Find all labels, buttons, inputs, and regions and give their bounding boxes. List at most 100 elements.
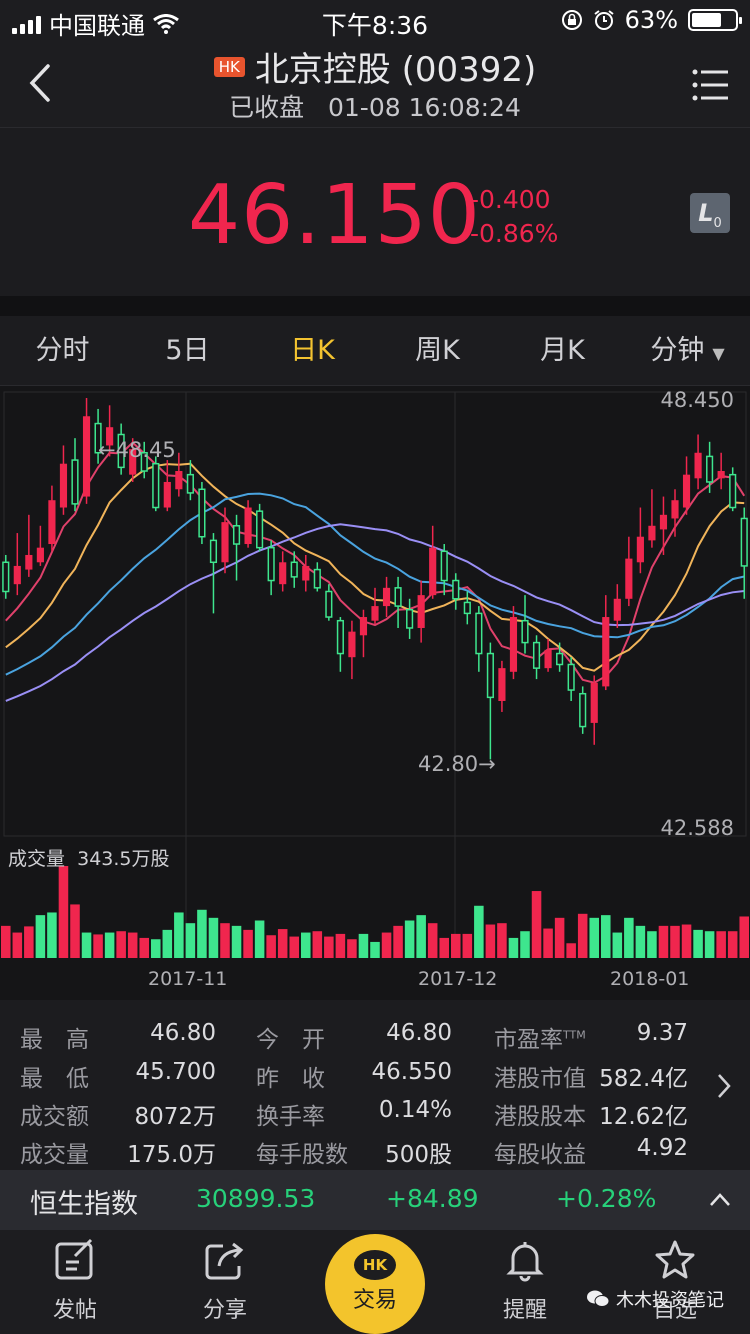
back-icon[interactable] xyxy=(22,58,62,108)
volume-bar xyxy=(266,935,276,958)
watchlist-button[interactable]: 自选 xyxy=(620,1238,730,1324)
battery-icon xyxy=(688,9,742,31)
tab-intraday[interactable]: 分时 xyxy=(0,316,125,385)
stat-lotsize-label: 每手股数 xyxy=(256,1142,348,1168)
volume-bar xyxy=(208,917,219,958)
candle-body xyxy=(106,427,114,446)
volume-bar xyxy=(543,928,553,958)
volume-bar xyxy=(566,943,576,958)
level-badge[interactable]: L0 xyxy=(690,193,730,233)
section-divider xyxy=(0,296,750,316)
tab-daily-k[interactable]: 日K xyxy=(250,316,375,385)
volume-bar xyxy=(347,939,357,958)
volume-bar xyxy=(381,932,392,958)
volume-bar xyxy=(404,920,415,958)
candle-body xyxy=(94,422,102,454)
stat-eps-value: 4.92 xyxy=(636,1135,688,1161)
candle-body xyxy=(544,649,552,669)
volume-bar xyxy=(335,933,346,958)
volume-bar xyxy=(693,929,703,958)
volume-bar xyxy=(624,917,634,958)
watermark: 木木投资笔记 xyxy=(586,1286,724,1312)
battery-percent: 63% xyxy=(624,6,678,34)
volume-bar xyxy=(393,925,403,958)
candle-body xyxy=(498,668,506,702)
candle-body xyxy=(36,547,44,563)
market-status: 已收盘 01-08 16:08:24 xyxy=(0,88,750,124)
volume-bar xyxy=(324,936,334,958)
kline-chart[interactable]: 48.450 42.588 ←48.45 42.80→ 成交量 343.5万股 … xyxy=(0,386,750,1000)
candle-body xyxy=(579,692,587,728)
volume-bar xyxy=(12,932,23,958)
volume-bar xyxy=(24,926,34,958)
tab-weekly-k[interactable]: 周K xyxy=(375,316,500,385)
candle-body xyxy=(521,619,529,644)
index-value: 30899.53 xyxy=(196,1184,316,1213)
volume-bar xyxy=(577,913,588,958)
volume-legend: 成交量 343.5万股 xyxy=(8,844,170,871)
trade-button[interactable]: HK 交易 xyxy=(325,1234,425,1334)
stat-mktcap-label: 港股市值 xyxy=(494,1066,586,1092)
chevron-right-icon[interactable] xyxy=(716,1072,732,1100)
tab-label: 月K xyxy=(540,335,585,366)
volume-bar xyxy=(70,904,80,958)
volume-bar xyxy=(35,915,46,958)
alert-button[interactable]: 提醒 xyxy=(470,1238,580,1324)
stats-panel[interactable]: 最 高 46.80 今 开 46.80 市盈率TTM 9.37 最 低 45.7… xyxy=(0,1000,750,1170)
volume-bar xyxy=(427,923,438,958)
tab-label: 日K xyxy=(290,335,335,366)
post-button[interactable]: 发帖 xyxy=(20,1238,130,1324)
volume-bar xyxy=(185,923,196,958)
wifi-icon xyxy=(153,13,179,34)
tab-5day[interactable]: 5日 xyxy=(125,316,250,385)
clock: 下午8:36 xyxy=(321,11,429,40)
stat-low-label: 最 低 xyxy=(20,1066,89,1092)
trade-label: 交易 xyxy=(352,1288,397,1313)
tab-monthly-k[interactable]: 月K xyxy=(500,316,625,385)
candle-body xyxy=(117,433,125,469)
candle-body xyxy=(25,554,33,570)
candle-body xyxy=(279,562,287,585)
candle-body xyxy=(648,525,656,541)
axis-max: 48.450 xyxy=(660,388,734,412)
ma-line-20 xyxy=(5,492,745,676)
ttm-sup: TTM xyxy=(563,1028,586,1042)
candle-body xyxy=(48,500,56,545)
candle-body xyxy=(429,547,437,596)
candle-body xyxy=(140,452,148,472)
high-marker: ←48.45 xyxy=(98,438,176,462)
candle-body xyxy=(659,514,668,530)
candle-body xyxy=(2,561,10,593)
volume-bar xyxy=(47,912,57,958)
stat-prevclose-value: 46.550 xyxy=(371,1059,452,1085)
tab-minute[interactable]: 分钟 ▼ xyxy=(625,316,750,385)
menu-icon[interactable] xyxy=(692,68,728,102)
index-ticker[interactable]: 恒生指数 30899.53 +84.89 +0.28% xyxy=(0,1170,750,1230)
bell-icon xyxy=(506,1242,544,1282)
rotation-lock-icon xyxy=(561,10,582,30)
market-badge: HK xyxy=(213,56,245,77)
volume-bar xyxy=(451,933,461,958)
volume-bar xyxy=(289,936,299,958)
level-number: 0 xyxy=(713,215,722,231)
stat-turnrate-label: 换手率 xyxy=(256,1104,325,1130)
volume-bar xyxy=(197,909,207,958)
volume-bar xyxy=(151,939,161,958)
candle-body xyxy=(163,481,171,508)
share-button[interactable]: 分享 xyxy=(170,1238,280,1324)
stat-volume-value: 175.0万 xyxy=(127,1142,216,1168)
volume-bar xyxy=(58,866,69,958)
volume-bar xyxy=(739,916,749,958)
index-name: 恒生指数 xyxy=(30,1189,138,1220)
volume-bar xyxy=(439,937,449,958)
bottom-nav: 发帖 分享 HK 交易 提醒 自选 木木投资笔记 xyxy=(0,1230,750,1334)
candle-body xyxy=(129,449,137,475)
chevron-up-icon[interactable] xyxy=(708,1188,732,1212)
volume-bar xyxy=(508,937,519,958)
quote-panel: 46.150 -0.400 -0.86% L0 xyxy=(0,128,750,296)
candle-body xyxy=(371,606,379,621)
stat-high-value: 46.80 xyxy=(150,1020,216,1046)
change-percent: -0.86% xyxy=(470,219,559,248)
volume-bar xyxy=(474,905,484,958)
volume-bar xyxy=(301,932,311,958)
